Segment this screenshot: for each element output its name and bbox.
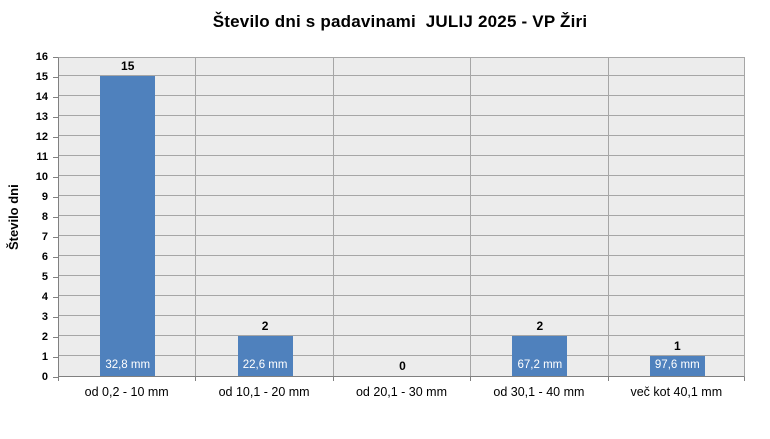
y-tick-mark bbox=[53, 97, 58, 98]
bar bbox=[100, 76, 156, 376]
y-tick-label: 6 bbox=[41, 251, 48, 263]
x-gridline bbox=[195, 58, 197, 376]
y-tick-mark bbox=[53, 297, 58, 298]
y-tick-label: 16 bbox=[35, 51, 48, 63]
y-tick-mark bbox=[53, 337, 58, 338]
y-tick-label: 12 bbox=[35, 131, 48, 143]
x-tick-mark bbox=[470, 377, 472, 381]
y-tick-mark bbox=[53, 157, 58, 158]
y-tick-label: 3 bbox=[41, 311, 48, 323]
y-tick-label: 1 bbox=[41, 351, 48, 363]
y-tick-mark bbox=[53, 57, 58, 58]
x-tick-mark bbox=[744, 377, 745, 381]
x-gridline bbox=[470, 58, 472, 376]
y-tick-mark bbox=[53, 317, 58, 318]
y-gridline bbox=[59, 115, 744, 116]
bar bbox=[512, 336, 568, 376]
y-tick-mark bbox=[53, 377, 58, 378]
y-gridline bbox=[59, 75, 744, 76]
y-tick-mark bbox=[53, 197, 58, 198]
y-tick-label: 5 bbox=[41, 271, 48, 283]
bar bbox=[649, 356, 705, 376]
bar-value-label: 2 bbox=[261, 319, 269, 333]
x-tick-mark bbox=[58, 377, 59, 381]
y-tick-label: 11 bbox=[36, 151, 48, 163]
y-gridline bbox=[59, 275, 744, 276]
y-tick-label: 2 bbox=[41, 331, 48, 343]
y-tick-mark bbox=[53, 117, 58, 118]
y-tick-mark bbox=[53, 137, 58, 138]
y-tick-label: 15 bbox=[35, 71, 48, 83]
x-gridline bbox=[332, 58, 334, 376]
y-gridline bbox=[59, 95, 744, 96]
x-category-label: od 30,1 - 40 mm bbox=[493, 385, 585, 399]
bar-value-label: 2 bbox=[536, 319, 544, 333]
y-tick-mark bbox=[53, 217, 58, 218]
y-tick-mark bbox=[53, 177, 58, 178]
y-gridline bbox=[59, 235, 744, 236]
x-tick-mark bbox=[332, 377, 334, 381]
chart-title: Število dni s padavinami JULIJ 2025 - VP… bbox=[212, 12, 588, 31]
plot-area: 15 32,8 mm 2 22,6 mm 0 2 67,2 mm 1 97,6 mm bbox=[58, 57, 745, 377]
bar-inside-label: 97,6 mm bbox=[654, 359, 700, 371]
y-tick-label: 4 bbox=[41, 291, 48, 303]
y-gridline bbox=[59, 195, 744, 196]
x-gridline bbox=[607, 58, 609, 376]
bar bbox=[237, 336, 293, 376]
y-tick-mark bbox=[53, 277, 58, 278]
y-tick-label: 10 bbox=[35, 171, 48, 183]
y-gridline bbox=[59, 295, 744, 296]
y-tick-label: 9 bbox=[41, 191, 48, 203]
x-category-label: od 10,1 - 20 mm bbox=[218, 385, 310, 399]
y-tick-mark bbox=[53, 257, 58, 258]
y-tick-label: 7 bbox=[41, 231, 48, 243]
y-gridline bbox=[59, 175, 744, 176]
y-tick-mark bbox=[53, 77, 58, 78]
y-gridline bbox=[59, 215, 744, 216]
bar-value-label: 15 bbox=[121, 59, 135, 73]
y-gridline bbox=[59, 335, 744, 336]
bar-value-label: 0 bbox=[399, 359, 406, 373]
y-tick-label: 0 bbox=[41, 371, 48, 383]
bar-inside-label: 32,8 mm bbox=[105, 359, 151, 371]
bar-inside-label: 22,6 mm bbox=[242, 359, 288, 371]
x-tick-mark bbox=[607, 377, 609, 381]
y-tick-mark bbox=[53, 357, 58, 358]
x-category-label: od 0,2 - 10 mm bbox=[84, 385, 169, 399]
y-gridline bbox=[59, 355, 744, 356]
y-gridline bbox=[59, 255, 744, 256]
x-category-label: od 20,1 - 30 mm bbox=[355, 385, 447, 399]
y-tick-label: 8 bbox=[41, 211, 48, 223]
x-tick-mark bbox=[195, 377, 197, 381]
y-gridline bbox=[59, 135, 744, 136]
y-gridline bbox=[59, 155, 744, 156]
y-tick-mark bbox=[53, 237, 58, 238]
y-tick-label: 14 bbox=[35, 91, 48, 103]
y-gridline bbox=[59, 315, 744, 316]
bar-value-label: 1 bbox=[673, 339, 681, 353]
bar-inside-label: 67,2 mm bbox=[517, 359, 563, 371]
y-tick-label: 13 bbox=[35, 111, 48, 123]
x-category-label: več kot 40,1 mm bbox=[630, 385, 723, 399]
